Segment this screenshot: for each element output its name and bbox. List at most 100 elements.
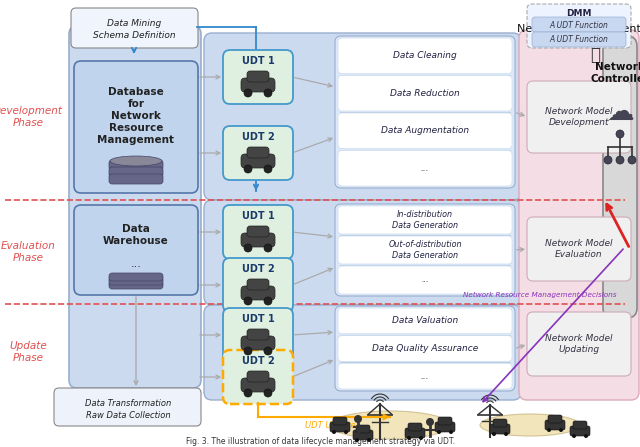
FancyBboxPatch shape (519, 30, 639, 400)
Circle shape (264, 244, 272, 252)
Text: Network Model
Updating: Network Model Updating (545, 333, 612, 354)
Circle shape (419, 436, 423, 440)
FancyBboxPatch shape (338, 38, 512, 73)
FancyBboxPatch shape (527, 312, 631, 376)
Text: Out-of-distribution
Data Generation: Out-of-distribution Data Generation (388, 240, 462, 260)
Circle shape (426, 418, 434, 426)
Text: UDT 1: UDT 1 (242, 56, 275, 66)
FancyBboxPatch shape (573, 421, 587, 429)
FancyBboxPatch shape (247, 147, 269, 158)
FancyBboxPatch shape (338, 266, 512, 294)
Circle shape (407, 436, 411, 440)
FancyBboxPatch shape (69, 26, 201, 388)
Circle shape (604, 156, 612, 164)
FancyBboxPatch shape (333, 417, 347, 425)
FancyBboxPatch shape (109, 281, 163, 289)
FancyBboxPatch shape (438, 417, 452, 425)
FancyBboxPatch shape (223, 126, 293, 180)
Text: UDT 2: UDT 2 (242, 264, 275, 274)
Text: ☁: ☁ (606, 98, 634, 126)
Circle shape (244, 165, 252, 173)
FancyBboxPatch shape (247, 226, 269, 237)
Text: ...: ... (421, 275, 429, 284)
FancyBboxPatch shape (330, 422, 350, 432)
Text: UDT 2: UDT 2 (242, 132, 275, 142)
Circle shape (584, 434, 588, 438)
FancyBboxPatch shape (356, 425, 370, 433)
Text: ...: ... (131, 259, 141, 269)
Text: Network Model
Development: Network Model Development (545, 106, 612, 127)
Text: Database: Database (108, 87, 164, 97)
FancyBboxPatch shape (338, 76, 512, 111)
Text: Data Augmentation: Data Augmentation (381, 126, 469, 135)
FancyBboxPatch shape (71, 8, 198, 48)
Text: Development
Phase: Development Phase (0, 106, 63, 128)
FancyBboxPatch shape (109, 277, 163, 285)
Text: Management: Management (97, 135, 175, 145)
FancyBboxPatch shape (204, 305, 521, 400)
FancyBboxPatch shape (570, 426, 590, 436)
Text: Network: Network (111, 111, 161, 121)
Text: Warehouse: Warehouse (103, 236, 169, 246)
FancyBboxPatch shape (247, 279, 269, 290)
FancyBboxPatch shape (223, 50, 293, 104)
Circle shape (264, 389, 272, 397)
FancyBboxPatch shape (109, 160, 163, 170)
Text: UDT Update: UDT Update (305, 421, 355, 430)
Text: Schema Definition: Schema Definition (93, 30, 175, 39)
FancyBboxPatch shape (223, 258, 293, 312)
Text: UDT 1: UDT 1 (242, 314, 275, 324)
FancyBboxPatch shape (241, 233, 275, 247)
Circle shape (244, 244, 252, 252)
FancyBboxPatch shape (223, 308, 293, 362)
FancyBboxPatch shape (241, 286, 275, 300)
FancyBboxPatch shape (109, 167, 163, 177)
FancyBboxPatch shape (241, 378, 275, 392)
Text: Network: Network (595, 62, 640, 72)
FancyBboxPatch shape (338, 206, 512, 234)
Text: Data: Data (122, 224, 150, 234)
FancyBboxPatch shape (241, 154, 275, 168)
Circle shape (559, 428, 563, 432)
FancyBboxPatch shape (74, 205, 198, 295)
Circle shape (355, 438, 359, 442)
FancyBboxPatch shape (532, 32, 626, 47)
Ellipse shape (480, 414, 580, 436)
FancyBboxPatch shape (223, 350, 293, 404)
Circle shape (437, 430, 441, 434)
FancyBboxPatch shape (490, 424, 510, 434)
FancyBboxPatch shape (204, 200, 521, 305)
Text: Fig. 3. The illustration of data lifecycle management strategy via UDT.: Fig. 3. The illustration of data lifecyc… (186, 438, 454, 447)
FancyBboxPatch shape (527, 217, 631, 281)
FancyBboxPatch shape (335, 204, 515, 296)
FancyBboxPatch shape (335, 306, 515, 391)
FancyBboxPatch shape (493, 419, 507, 427)
Text: Data Cleaning: Data Cleaning (393, 51, 457, 60)
Circle shape (367, 438, 371, 442)
FancyBboxPatch shape (548, 415, 562, 423)
FancyBboxPatch shape (241, 336, 275, 350)
FancyBboxPatch shape (435, 422, 455, 432)
Text: Data Quality Assurance: Data Quality Assurance (372, 344, 478, 353)
Text: Data Transformation: Data Transformation (85, 398, 171, 408)
Text: Evaluation
Phase: Evaluation Phase (1, 241, 56, 263)
Circle shape (616, 130, 624, 138)
Text: Network Management: Network Management (517, 24, 640, 34)
Circle shape (264, 165, 272, 173)
FancyBboxPatch shape (54, 388, 201, 426)
Text: Network Model
Evaluation: Network Model Evaluation (545, 239, 612, 259)
Text: In-distribution
Data Generation: In-distribution Data Generation (392, 210, 458, 230)
Text: Data Reduction: Data Reduction (390, 89, 460, 98)
Text: Interface: Interface (554, 36, 604, 46)
Circle shape (344, 430, 348, 434)
FancyBboxPatch shape (335, 36, 515, 188)
FancyBboxPatch shape (109, 273, 163, 281)
FancyBboxPatch shape (109, 174, 163, 184)
Circle shape (492, 432, 496, 436)
Circle shape (244, 89, 252, 97)
FancyBboxPatch shape (338, 336, 512, 361)
Ellipse shape (330, 411, 450, 439)
Ellipse shape (110, 156, 162, 166)
FancyBboxPatch shape (527, 81, 631, 153)
Text: Data Mining: Data Mining (107, 18, 161, 28)
